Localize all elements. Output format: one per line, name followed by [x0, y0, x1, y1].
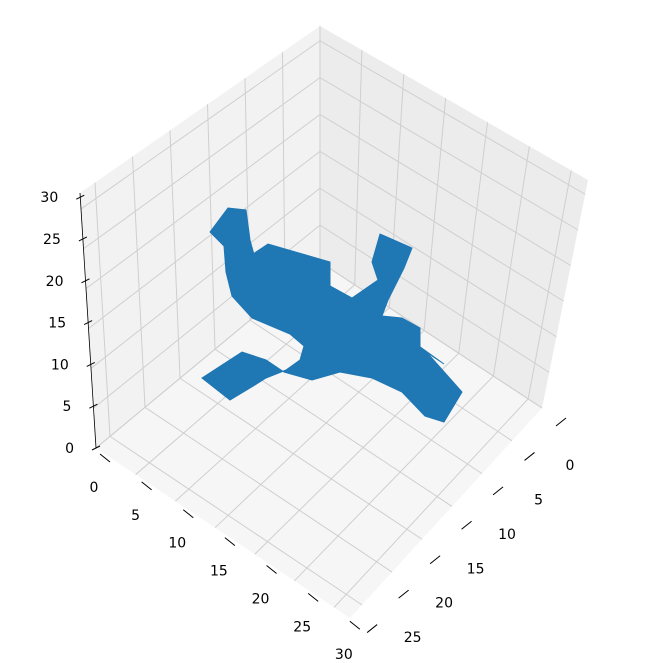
x-tick-label: 30	[335, 647, 353, 663]
x-tick-label: 20	[252, 591, 270, 607]
grid-line-left-vertical	[132, 156, 146, 408]
grid-line-floor-y	[144, 406, 393, 573]
grid-line-right-vertical	[423, 98, 447, 331]
grid-line-floor-x	[333, 398, 529, 608]
pane-edges	[79, 192, 97, 449]
grid-line-right-vertical	[354, 50, 363, 285]
y-tick-mark	[366, 624, 378, 633]
x-tick-mark	[266, 565, 277, 574]
x-tick-mark	[182, 509, 194, 519]
z-tick-mark	[81, 278, 90, 284]
y-tick-label: 15	[467, 561, 485, 577]
x-tick-label: 25	[293, 619, 311, 635]
z-tick-mark	[76, 194, 85, 200]
z-tick-label: 20	[46, 274, 64, 290]
pane-floor	[96, 262, 542, 618]
grid-line-right-horizontal	[319, 77, 579, 231]
grid-line-left-horizontal	[80, 40, 321, 210]
grid-line-left-horizontal	[85, 114, 321, 290]
grid-line-left-vertical	[94, 182, 111, 437]
grid-line-right-vertical	[492, 146, 530, 377]
y-tick-label: 25	[404, 630, 422, 646]
grid-line-right-horizontal	[319, 40, 586, 195]
voxel-wing-right	[351, 233, 445, 365]
x-tick-mark	[141, 481, 152, 491]
grid-line-floor-x	[294, 375, 494, 582]
grid-line-right-vertical	[527, 170, 572, 399]
voxel-fuselage	[201, 243, 463, 423]
grid-line-left-horizontal	[83, 77, 321, 250]
y-tick-label: 20	[435, 596, 453, 612]
grid-line-right-horizontal	[319, 187, 557, 338]
x-axis-ticks: 0 5 10 15 20 25 30	[90, 453, 361, 663]
grid-line-left-horizontal	[90, 187, 321, 369]
y-tick-mark	[461, 520, 472, 530]
x-tick-label: 5	[131, 508, 140, 524]
z-tick-label: 0	[65, 441, 74, 457]
y-tick-mark	[492, 486, 504, 496]
x-tick-label: 0	[90, 480, 99, 496]
y-tick-label: 5	[534, 492, 543, 508]
y-tick-mark	[555, 417, 567, 427]
x-tick-mark	[224, 537, 236, 546]
z-tick-label: 10	[51, 357, 69, 373]
z-tick-label: 30	[40, 190, 58, 206]
grid-line-right-horizontal	[319, 114, 572, 266]
z-tick-mark	[86, 361, 95, 367]
x-tick-mark	[349, 620, 361, 630]
x-tick-label: 15	[210, 564, 228, 580]
grid-line-left-vertical	[207, 104, 216, 350]
y-tick-label: 0	[566, 458, 575, 474]
pane-back-right	[320, 26, 588, 408]
z-tick-mark	[89, 403, 98, 409]
y-tick-mark	[398, 589, 409, 599]
grid-line-floor-y	[109, 435, 363, 606]
chart-panes	[80, 26, 588, 618]
voxel-airplane	[201, 207, 463, 423]
y-tick-mark	[429, 555, 441, 565]
z-axis-ticks: 0 5 10 15 20 25 30	[40, 190, 101, 457]
x-tick-mark	[99, 453, 111, 463]
z-tick-mark	[83, 320, 93, 326]
z-tick-mark	[91, 445, 101, 451]
grid-line-right-horizontal	[319, 150, 564, 302]
pane-back-left	[80, 26, 320, 448]
z-tick-label: 25	[43, 232, 61, 248]
y-tick-label: 10	[498, 527, 516, 543]
z-tick-label: 5	[62, 399, 71, 415]
x-tick-mark	[307, 592, 319, 602]
x-tick-label: 10	[168, 536, 186, 552]
grid-line-floor-y	[249, 319, 483, 475]
y-tick-mark	[524, 452, 535, 461]
grid-line-floor-y	[179, 377, 423, 540]
grid-line-right-horizontal	[319, 224, 550, 373]
grid-line-right-horizontal	[319, 261, 543, 409]
grid-line-right-vertical	[458, 122, 488, 354]
grid-line-left-horizontal	[88, 150, 321, 329]
z-tick-mark	[78, 236, 88, 242]
grid-line-left-vertical	[169, 130, 181, 379]
z-tick-label: 15	[48, 316, 66, 332]
